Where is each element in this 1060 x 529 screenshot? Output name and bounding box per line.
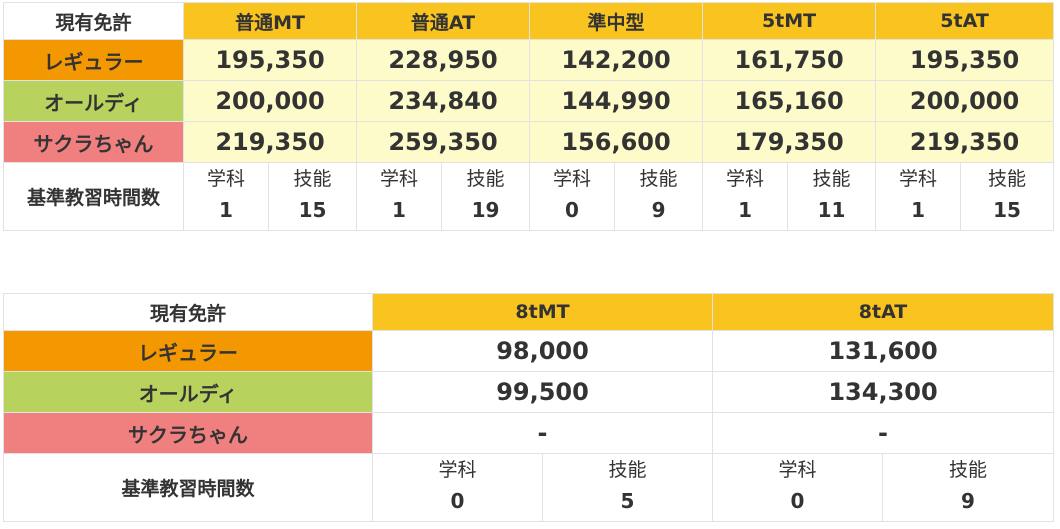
price-cell: - [373,413,713,454]
price-cell: 219,350 [184,122,357,163]
hours-value: 0 [713,483,882,519]
hours-sub-label: 学科 [713,457,882,483]
header-junchugata: 準中型 [530,3,703,40]
price-cell: 98,000 [373,331,713,372]
hours-cell: 学科 1 [876,163,961,231]
price-cell: 131,600 [713,331,1054,372]
hours-value: 0 [373,483,542,519]
hours-sub-label: 学科 [530,166,614,192]
header-futsu-at: 普通AT [357,3,530,40]
hours-cell: 技能 19 [442,163,530,231]
hours-label: 基準教習時間数 [4,163,184,231]
hours-cell: 技能 15 [961,163,1054,231]
price-cell: 99,500 [373,372,713,413]
price-cell: 144,990 [530,81,703,122]
table-row: オールディ 200,000 234,840 144,990 165,160 20… [4,81,1054,122]
hours-value: 0 [530,192,614,228]
price-cell: 134,300 [713,372,1054,413]
hours-value: 1 [357,192,441,228]
price-cell: 156,600 [530,122,703,163]
header-8t-at: 8tAT [713,294,1054,331]
hours-value: 15 [961,192,1053,228]
hours-cell: 学科 1 [703,163,788,231]
hours-sub-label: 学科 [373,457,542,483]
hours-value: 1 [184,192,268,228]
hours-label: 基準教習時間数 [4,454,373,522]
table-row: サクラちゃん 219,350 259,350 156,600 179,350 2… [4,122,1054,163]
price-cell: 228,950 [357,40,530,81]
row-label-sakura: サクラちゃん [4,413,373,454]
hours-value: 19 [442,192,529,228]
price-cell: 259,350 [357,122,530,163]
hours-cell: 学科 0 [530,163,615,231]
hours-cell: 技能 9 [615,163,703,231]
corner-label: 現有免許 [4,294,373,331]
hours-value: 1 [703,192,787,228]
hours-value: 15 [269,192,356,228]
table-row: レギュラー 98,000 131,600 [4,331,1054,372]
hours-sub-label: 学科 [703,166,787,192]
row-label-oldie: オールディ [4,81,184,122]
hours-sub-label: 技能 [615,166,702,192]
table-row: レギュラー 195,350 228,950 142,200 161,750 19… [4,40,1054,81]
price-cell: 142,200 [530,40,703,81]
hours-cell: 技能 15 [269,163,357,231]
price-cell: 179,350 [703,122,876,163]
hours-value: 9 [883,483,1053,519]
price-cell: 200,000 [876,81,1054,122]
price-cell: 234,840 [357,81,530,122]
hours-sub-label: 技能 [961,166,1053,192]
table-row: サクラちゃん - - [4,413,1054,454]
header-row: 現有免許 普通MT 普通AT 準中型 5tMT 5tAT [4,3,1054,40]
hours-sub-label: 学科 [876,166,960,192]
hours-sub-label: 技能 [442,166,529,192]
table-row: オールディ 99,500 134,300 [4,372,1054,413]
hours-row: 基準教習時間数 学科 0 技能 5 学科 0 技能 9 [4,454,1054,522]
hours-sub-label: 技能 [269,166,356,192]
price-cell: 195,350 [876,40,1054,81]
price-cell: 219,350 [876,122,1054,163]
corner-label: 現有免許 [4,3,184,40]
price-cell: 200,000 [184,81,357,122]
hours-value: 11 [788,192,875,228]
hours-sub-label: 技能 [543,457,712,483]
row-label-sakura: サクラちゃん [4,122,184,163]
hours-sub-label: 学科 [357,166,441,192]
price-cell: 195,350 [184,40,357,81]
header-8t-mt: 8tMT [373,294,713,331]
row-label-regular: レギュラー [4,40,184,81]
hours-cell: 技能 9 [883,454,1054,522]
header-row: 現有免許 8tMT 8tAT [4,294,1054,331]
hours-row: 基準教習時間数 学科 1 技能 15 学科 1 技能 19 学科 0 技能 9 学科 1 技能… [4,163,1054,231]
hours-cell: 技能 11 [788,163,876,231]
hours-sub-label: 技能 [788,166,875,192]
price-table-8t: 現有免許 8tMT 8tAT レギュラー 98,000 131,600 オールデ… [3,293,1054,522]
hours-sub-label: 学科 [184,166,268,192]
price-cell: 161,750 [703,40,876,81]
hours-sub-label: 技能 [883,457,1053,483]
header-5t-mt: 5tMT [703,3,876,40]
hours-cell: 学科 0 [713,454,883,522]
price-cell: - [713,413,1054,454]
price-cell: 165,160 [703,81,876,122]
row-label-oldie: オールディ [4,372,373,413]
row-label-regular: レギュラー [4,331,373,372]
hours-cell: 学科 1 [184,163,269,231]
hours-cell: 学科 1 [357,163,442,231]
hours-cell: 技能 5 [543,454,713,522]
hours-cell: 学科 0 [373,454,543,522]
hours-value: 1 [876,192,960,228]
header-5t-at: 5tAT [876,3,1054,40]
hours-value: 9 [615,192,702,228]
hours-value: 5 [543,483,712,519]
price-table-standard: 現有免許 普通MT 普通AT 準中型 5tMT 5tAT レギュラー 195,3… [3,2,1054,231]
header-futsu-mt: 普通MT [184,3,357,40]
